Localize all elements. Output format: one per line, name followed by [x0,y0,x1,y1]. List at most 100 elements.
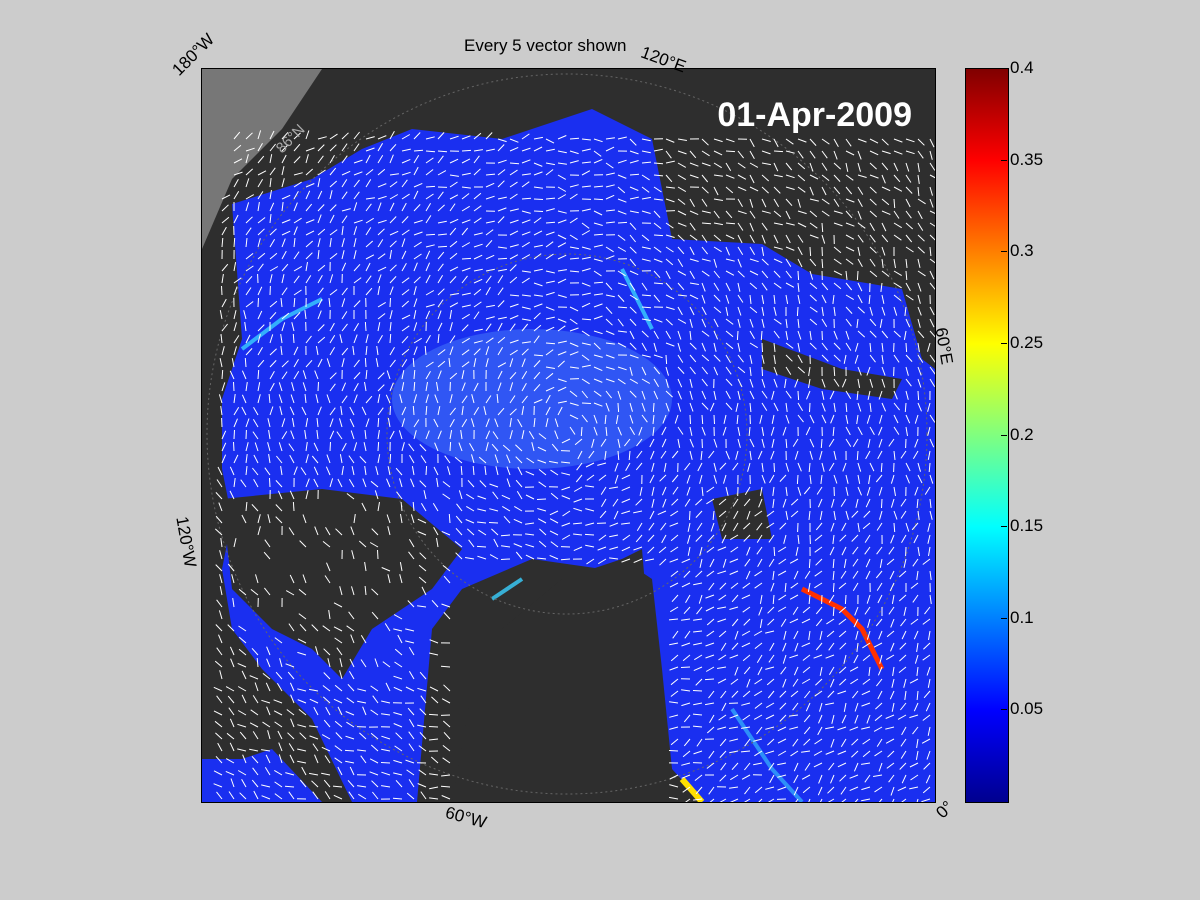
drift-vector [670,690,679,697]
drift-vector [434,394,439,404]
drift-vector [473,311,480,320]
drift-vector [346,493,355,500]
drift-vector [661,534,667,544]
drift-vector [449,430,453,440]
drift-vector [393,628,403,632]
drift-vector [773,270,781,278]
drift-vector [593,138,603,143]
drift-vector [785,510,789,520]
drift-vector [802,786,811,794]
drift-vector [585,485,595,488]
drift-vector [641,402,646,412]
drift-vector [827,798,835,802]
drift-vector [304,430,307,440]
drift-vector [545,366,555,369]
drift-vector [429,738,439,741]
drift-vector [905,474,910,484]
drift-vector [803,486,811,495]
drift-vector [749,258,759,263]
drift-vector [521,254,531,260]
drift-vector [701,354,710,362]
drift-vector [412,357,415,368]
drift-vector [809,402,811,413]
drift-vector [821,342,828,351]
drift-vector [485,239,493,248]
drift-vector [605,330,615,335]
drift-vector [768,762,775,771]
drift-vector [581,185,591,188]
drift-vector [509,339,519,344]
drift-vector [322,625,331,632]
drift-vector [833,354,841,362]
drift-vector [370,744,379,752]
drift-vector [821,174,830,181]
drift-vector [621,510,631,515]
drift-vector [916,690,919,701]
drift-vector [443,575,451,584]
drift-vector [364,430,367,440]
drift-vector [569,342,579,347]
drift-vector [593,378,603,383]
drift-vector [917,150,924,159]
drift-vector [782,498,787,508]
drift-vector [569,234,578,241]
drift-vector [677,186,687,193]
drift-vector [625,462,631,472]
drift-vector [629,390,637,398]
drift-vector [641,282,648,291]
drift-vector [633,558,643,564]
drift-vector [785,162,793,171]
drift-vector [473,149,483,152]
drift-vector [497,300,505,308]
drift-vector [695,570,703,578]
drift-vector [917,366,922,376]
drift-vector [707,534,715,543]
drift-vector [401,179,408,188]
drift-vector [533,268,543,272]
drift-vector [418,564,427,572]
drift-vector [365,275,372,284]
drift-vector [613,510,619,520]
drift-vector [757,558,763,568]
drift-vector [797,162,806,170]
drift-vector [400,514,403,524]
drift-vector [497,268,507,272]
drift-vector [521,306,531,310]
drift-vector [267,514,271,524]
drift-vector [730,678,739,685]
drift-vector [761,354,765,364]
drift-vector [521,358,526,368]
drift-vector [593,281,604,284]
drift-vector [413,149,424,152]
drift-vector [251,755,259,764]
drift-vector [276,455,283,464]
drift-vector [485,346,490,356]
drift-vector [261,749,271,752]
drift-vector [669,701,679,704]
drift-vector [713,306,722,314]
drift-vector [629,294,638,301]
drift-vector [605,390,612,399]
drift-vector [325,526,331,536]
drift-vector [671,498,679,506]
drift-vector [761,258,769,266]
colorbar-tick-label: 0.35 [1000,149,1044,169]
drift-vector [900,450,907,459]
drift-vector [742,690,751,698]
drift-vector [921,738,931,744]
drift-vector [569,306,579,312]
drift-vector [695,678,703,686]
drift-vector [233,335,240,344]
drift-vector [485,254,495,260]
drift-vector [274,637,283,644]
drift-vector [929,414,935,423]
drift-vector [695,534,703,542]
drift-vector [677,402,682,412]
drift-vector [533,244,543,248]
drift-vector [765,726,775,730]
drift-vector [393,772,403,776]
drift-vector [744,762,751,771]
drift-vector [473,268,483,272]
drift-vector [629,160,639,164]
drift-vector [213,783,223,788]
